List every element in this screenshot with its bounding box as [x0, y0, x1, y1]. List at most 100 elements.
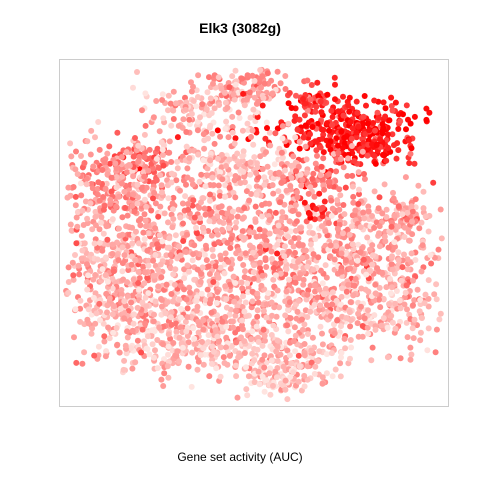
cell-point: [410, 302, 416, 309]
cell-point: [129, 292, 136, 299]
cell-point: [222, 193, 229, 200]
cell-point: [403, 102, 410, 109]
cell-point: [122, 342, 129, 349]
cell-point: [73, 240, 80, 247]
cell-point: [198, 199, 204, 206]
cell-point: [355, 123, 362, 130]
cell-point: [202, 211, 209, 218]
cell-point: [214, 127, 221, 134]
cell-point: [306, 223, 313, 230]
cell-point: [319, 204, 326, 211]
cell-point: [210, 348, 217, 355]
cell-point: [141, 131, 148, 138]
cell-point: [337, 373, 344, 380]
cell-point: [308, 347, 315, 354]
cell-point: [344, 173, 351, 179]
cell-point: [221, 89, 228, 96]
cell-point: [294, 189, 300, 196]
cell-point: [77, 297, 84, 304]
cell-point: [200, 157, 207, 164]
cell-point: [269, 255, 275, 262]
cell-point: [176, 358, 182, 365]
cell-point: [268, 77, 275, 84]
cell-point: [340, 230, 346, 237]
cell-point: [263, 314, 270, 321]
cell-point: [177, 314, 184, 321]
cell-point: [388, 94, 395, 101]
cell-point: [130, 320, 137, 327]
cell-point: [292, 227, 299, 234]
cell-point: [104, 309, 110, 316]
cell-point: [140, 229, 147, 236]
cell-point: [79, 360, 86, 367]
cell-point: [313, 206, 320, 212]
cell-point: [94, 191, 101, 198]
cell-point: [200, 317, 207, 324]
cell-point: [200, 361, 207, 368]
cell-point: [153, 98, 160, 104]
cell-point: [189, 257, 196, 264]
cell-point: [120, 366, 127, 373]
cell-point: [166, 244, 173, 251]
cell-point: [251, 262, 257, 269]
cell-point: [346, 94, 353, 101]
cell-point: [310, 251, 317, 258]
cell-point: [409, 231, 416, 238]
cell-point: [292, 134, 299, 141]
cell-point: [355, 169, 362, 176]
cell-point: [341, 134, 348, 141]
cell-point: [332, 96, 338, 103]
cell-point: [170, 340, 177, 346]
cell-point: [92, 272, 99, 278]
cell-point: [243, 188, 250, 195]
chart-title: Elk3 (3082g): [199, 20, 281, 36]
cell-point: [376, 230, 382, 237]
cell-point: [329, 301, 336, 308]
cell-point: [159, 97, 166, 103]
cell-point: [365, 137, 372, 144]
cell-point: [340, 144, 346, 151]
cell-point: [199, 264, 206, 271]
cell-point: [174, 134, 181, 141]
cell-point: [165, 331, 172, 338]
cell-point: [248, 191, 255, 197]
cell-point: [327, 242, 334, 249]
cell-point: [160, 341, 166, 348]
cell-point: [279, 135, 286, 142]
cell-point: [423, 105, 430, 112]
cell-point: [143, 345, 150, 352]
cell-point: [159, 146, 166, 153]
cell-point: [125, 267, 132, 273]
cell-point: [138, 349, 145, 356]
cell-point: [212, 263, 219, 270]
cell-point: [314, 120, 321, 127]
cell-point: [224, 210, 230, 217]
cell-point: [404, 334, 411, 341]
cell-point: [261, 174, 268, 181]
cell-point: [230, 91, 237, 98]
cell-point: [210, 182, 217, 189]
cell-point: [145, 230, 152, 237]
cell-point: [97, 317, 103, 324]
cell-point: [143, 223, 149, 230]
cell-point: [85, 306, 92, 313]
cell-point: [254, 313, 261, 320]
cell-point: [257, 259, 263, 266]
cell-point: [149, 341, 156, 348]
cell-point: [387, 229, 394, 236]
cell-point: [383, 284, 390, 291]
cell-point: [90, 276, 97, 283]
cell-point: [65, 289, 72, 296]
cell-point: [103, 223, 110, 230]
cell-point: [293, 218, 300, 225]
cell-point: [290, 338, 297, 345]
cell-point: [188, 177, 195, 183]
cell-point: [350, 246, 357, 253]
cell-point: [183, 181, 189, 188]
cell-point: [178, 305, 185, 312]
cell-point: [408, 203, 415, 210]
point-layer: [63, 66, 445, 403]
cell-point: [400, 111, 406, 118]
cell-point: [426, 109, 433, 116]
cell-point: [274, 358, 281, 364]
